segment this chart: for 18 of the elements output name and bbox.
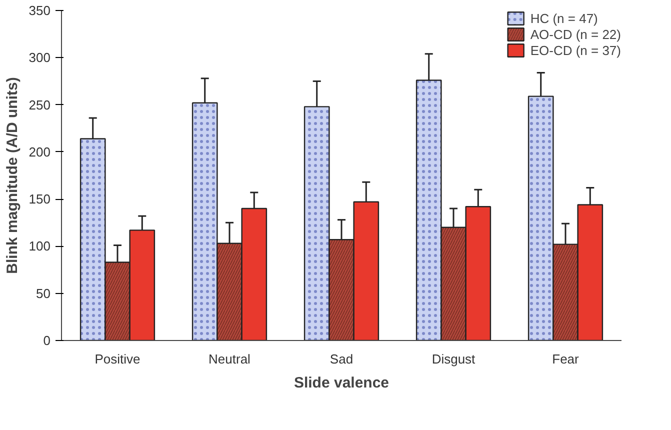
y-axis-title: Blink magnitude (A/D units) — [4, 77, 21, 274]
x-tick-label: Neutral — [208, 352, 251, 366]
x-tick-label: Sad — [330, 352, 354, 366]
y-tick-label: 200 — [28, 144, 51, 160]
x-axis-title: Slide valence — [294, 374, 390, 392]
x-tick-label: Positive — [94, 352, 140, 366]
y-tick-label: 50 — [36, 286, 51, 301]
x-tick-label: Fear — [552, 352, 580, 366]
y-tick-label: 350 — [28, 3, 51, 18]
y-tick-label: 300 — [28, 50, 51, 66]
y-tick-label: 0 — [43, 333, 51, 348]
legend-label: EO-CD (n = 37) — [530, 42, 621, 58]
y-tick-label: 150 — [28, 192, 51, 207]
y-tick-label: 250 — [28, 97, 51, 112]
y-tick-label: 100 — [28, 238, 51, 254]
legend-label: AO-CD (n = 22) — [530, 26, 621, 42]
x-tick-label: Disgust — [432, 352, 476, 366]
legend-label: HC (n = 47) — [530, 10, 598, 26]
